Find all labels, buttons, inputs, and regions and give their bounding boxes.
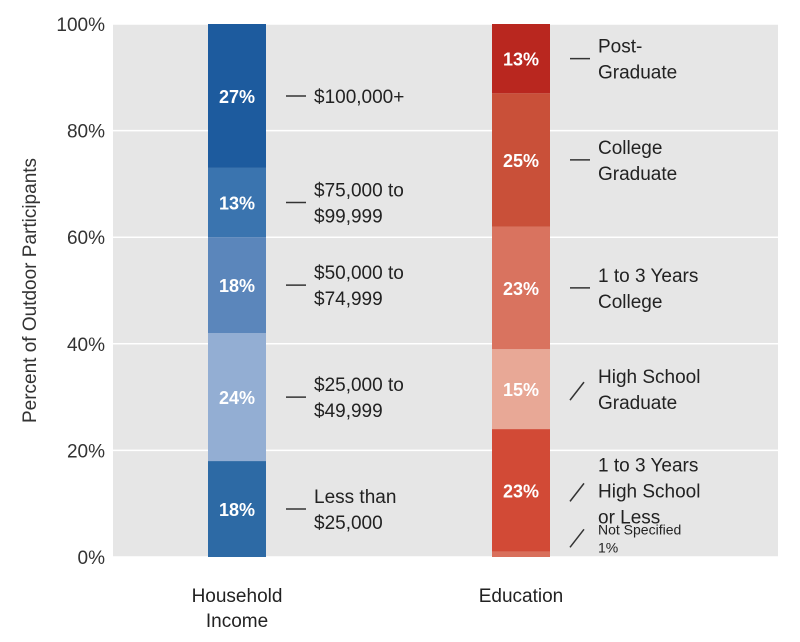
segment-value-label: 18%: [219, 500, 255, 520]
annotation-line: 1 to 3 Years: [598, 455, 698, 476]
annotation-line: 1 to 3 Years: [598, 266, 698, 287]
annotation-line: $75,000 to: [314, 181, 404, 202]
annotation-line: or Less: [598, 507, 660, 528]
segment-annotation: Not Specified 1%: [598, 521, 681, 555]
segment-annotation: $25,000 to $49,999: [314, 375, 404, 422]
segment-value-label: 15%: [503, 380, 539, 400]
y-axis-ticks: 0% 20% 40% 60% 80% 100%: [56, 15, 105, 569]
annotation-line: Graduate: [598, 393, 677, 414]
bar-segment: [208, 237, 266, 334]
y-tick-label: 100%: [56, 15, 105, 36]
annotation-line: High School: [598, 481, 700, 502]
segment-value-label: 13%: [219, 194, 255, 214]
segment-value-label: 24%: [219, 388, 255, 408]
segment-annotation: $75,000 to $99,999: [314, 181, 404, 228]
y-tick-label: 20%: [67, 441, 105, 462]
segment-value-label: 18%: [219, 276, 255, 296]
category-label-line: Income: [206, 611, 268, 632]
segment-value-label: 27%: [219, 87, 255, 107]
annotation-line: $49,999: [314, 401, 383, 422]
y-tick-label: 80%: [67, 122, 105, 143]
segment-value-label: 23%: [503, 279, 539, 299]
annotation-line: $50,000 to: [314, 263, 404, 284]
y-axis-title: Percent of Outdoor Participants: [20, 158, 41, 423]
bar-segment: [492, 24, 550, 94]
segment-annotation: 1 to 3 Years College: [598, 266, 698, 313]
segment-value-label: 13%: [503, 50, 539, 70]
segment-annotation: College Graduate: [598, 138, 677, 185]
segment-annotation: 1 to 3 Years High School or Less: [598, 455, 700, 528]
category-label: Household Income: [192, 586, 283, 632]
annotation-line: $99,999: [314, 207, 383, 228]
annotation-line: Graduate: [598, 164, 677, 185]
annotation-line: $74,999: [314, 289, 383, 310]
segment-value-label: 25%: [503, 151, 539, 171]
annotation-line: $25,000 to: [314, 375, 404, 396]
segment-labels: 18% 24% 18% 13% 27% 23% 15% 23% 25% 13%: [219, 50, 539, 520]
segment-annotation: $100,000+: [314, 87, 404, 108]
annotation-leader: [569, 381, 585, 401]
category-label: Education: [479, 586, 564, 607]
segment-annotation: Less than $25,000: [314, 487, 396, 534]
annotation-line: $25,000: [314, 513, 383, 534]
bar-segment: [208, 333, 266, 462]
segment-annotation: Post- Graduate: [598, 37, 677, 84]
annotation-line: High School: [598, 367, 700, 388]
y-tick-label: 0%: [78, 548, 106, 569]
category-label-line: Education: [479, 586, 564, 607]
annotation-line: College: [598, 292, 662, 313]
bar-segment: [208, 24, 266, 168]
segment-annotation: High School Graduate: [598, 367, 700, 414]
category-label-line: Household: [192, 586, 283, 607]
category-labels: Household Income Education: [192, 586, 564, 632]
annotation-line: Graduate: [598, 63, 677, 84]
annotation-leader: [569, 528, 585, 548]
annotations: Less than $25,000 $25,000 to $49,999 $50,000…: [286, 37, 700, 555]
bar-segment: [492, 226, 550, 350]
annotation-line: Post-: [598, 37, 642, 58]
bars: [208, 24, 550, 557]
bar-segment: [208, 167, 266, 238]
y-tick-label: 40%: [67, 335, 105, 356]
annotation-leader: [569, 482, 585, 502]
segment-annotation: $50,000 to $74,999: [314, 263, 404, 310]
annotation-line: Less than: [314, 487, 396, 508]
bar-segment: [492, 349, 550, 430]
bar-segment: [492, 551, 550, 557]
annotation-line: Not Specified: [598, 521, 681, 537]
annotation-line: 1%: [598, 539, 618, 555]
segment-value-label: 23%: [503, 481, 539, 501]
bar-segment: [208, 461, 266, 557]
bar-segment: [492, 93, 550, 227]
bar-segment: [492, 429, 550, 552]
annotation-line: College: [598, 138, 662, 159]
y-tick-label: 60%: [67, 228, 105, 249]
annotation-line: $100,000+: [314, 87, 404, 108]
